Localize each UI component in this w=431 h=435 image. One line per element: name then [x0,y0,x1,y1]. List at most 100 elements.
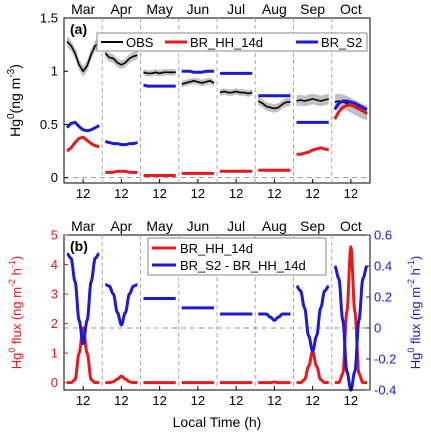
obs-band-Sep [296,93,329,107]
hour-tick-label-b: 12 [76,393,90,408]
series-line-b-left-mar [66,326,101,385]
legend-label-b-0: BR_HH_14d [180,241,253,256]
y-tick-label-a: 0.5 [40,117,58,132]
y-tick-label-left-b: 0 [51,375,58,390]
y-axis-label-a: Hg0(ng m-3) [6,64,23,137]
series-line-b-right-mar [66,252,101,345]
month-label-b: Sep [300,218,325,234]
series-line-b-right-apr [104,283,139,327]
hour-tick-label-b: 12 [344,393,358,408]
y-tick-label-left-b: 3 [51,287,58,302]
month-label-a: Aug [262,1,287,17]
y-tick-label-right-b: 0.2 [374,290,392,305]
month-label-b: Oct [340,218,362,234]
y-tick-label-right-b: -0.4 [374,383,396,398]
y-axis-label-left-b-close: ) [9,256,24,260]
hour-tick-label-a: 12 [191,186,205,201]
hour-tick-label-a: 12 [76,186,90,201]
legend-label-a-br_hh_14d: BR_HH_14d [190,35,263,50]
series-line-b-left-apr [104,374,139,385]
y-axis-label-a-unit-sup: -3 [6,68,17,77]
series-line-br_hh_14d-sep [296,146,330,156]
y-axis-label-a-close: ) [7,64,23,69]
series-line-obs-jun [181,80,215,85]
y-tick-label-a: 1 [51,64,58,79]
y-axis-label-right-b-unit-sup: -2 [406,279,416,287]
month-label-a: Mar [71,1,95,17]
y-axis-label-left-b-unit2: h [9,268,24,279]
series-line-obs-jul [219,90,253,95]
legend-label-b-1: BR_S2 - BR_HH_14d [180,258,306,273]
series-line-br_hh_14d-apr [105,169,138,174]
series-line-b-left-oct [333,245,368,385]
y-tick-label-right-b: -0.2 [374,352,396,367]
y-axis-label-left-b-sup: 0 [7,348,17,353]
y-axis-label-right-b-unit2-sup: -1 [406,260,416,268]
series-line-obs-sep [296,98,329,102]
y-tick-label-left-b: 2 [51,316,58,331]
hour-tick-label-b: 12 [152,393,166,408]
month-label-a: Jun [187,1,210,17]
y-tick-label-right-b: 0 [374,321,381,336]
y-axis-label-a-unit: (ng m [7,78,23,114]
y-axis-label-right-b-unit2: h [408,268,423,279]
month-label-a: May [146,1,172,17]
month-label-b: Jun [187,218,210,234]
y-axis-label-right-b-close: ) [408,256,423,260]
panel-label-b: (b) [70,238,88,254]
y-tick-label-a: 0 [51,170,58,185]
legend-label-a-br_s2: BR_S2 [321,35,362,50]
obs-band-Jul [220,88,253,97]
legend-label-a-obs: OBS [126,35,154,50]
month-label-b: Jul [227,218,245,234]
y-axis-label-a-base: Hg [7,119,23,137]
hour-tick-label-a: 12 [229,186,243,201]
hour-tick-label-b: 12 [114,393,128,408]
series-line-br_s2-oct [333,99,368,111]
series-line-obs-aug [257,100,291,110]
month-label-a: Oct [340,1,362,17]
y-tick-label-right-b: 0.6 [374,228,392,243]
series-line-br_s2-apr [104,140,138,147]
x-axis-label: Local Time (h) [173,414,262,430]
series-line-obs-may [143,71,176,75]
y-axis-label-left-b-base: Hg [9,353,24,370]
series-line-br_hh_14d-mar [66,135,100,153]
y-axis-label-left-b-unit2-sup: -1 [7,260,17,268]
series-line-obs-mar [66,40,100,73]
y-tick-label-a: 1.5 [40,11,58,26]
y-axis-label-right-b-unit: flux (ng m [408,287,423,348]
month-label-b: Mar [71,218,95,234]
series-line-b-left-aug [257,380,292,385]
hour-tick-label-b: 12 [305,393,319,408]
y-axis-label-left-b-unit-sup: -2 [7,279,17,287]
series-line-obs-apr [104,52,138,66]
series-line-br_s2-may [143,83,176,88]
month-label-b: Aug [262,218,287,234]
y-axis-label-left-b: Hg0 flux (ng m-2 h-1) [7,256,24,370]
y-tick-label-left-b: 5 [51,228,58,243]
hour-tick-label-a: 12 [152,186,166,201]
hour-tick-label-b: 12 [191,393,205,408]
legend-box-b [147,237,327,276]
hour-tick-label-b: 12 [229,393,243,408]
hour-tick-label-a: 12 [114,186,128,201]
series-line-br_s2-mar [65,120,100,133]
month-label-b: Apr [110,218,132,234]
obs-band-Mar [67,36,100,77]
y-tick-label-left-b: 1 [51,346,58,361]
legend-box-a [96,32,368,52]
y-axis-label-a-sup: 0 [6,113,17,119]
hour-tick-label-a: 12 [267,186,281,201]
series-line-b-left-sep [295,350,330,385]
month-label-b: May [146,218,172,234]
obs-band-Aug [258,96,291,113]
y-tick-label-left-b: 4 [51,257,58,272]
y-axis-label-right-b-base: Hg [408,353,423,370]
panel-label-a: (a) [70,21,87,37]
month-label-a: Sep [300,1,325,17]
y-axis-label-right-b-sup: 0 [406,348,416,353]
hour-tick-label-a: 12 [305,186,319,201]
series-line-b-right-sep [295,284,330,353]
